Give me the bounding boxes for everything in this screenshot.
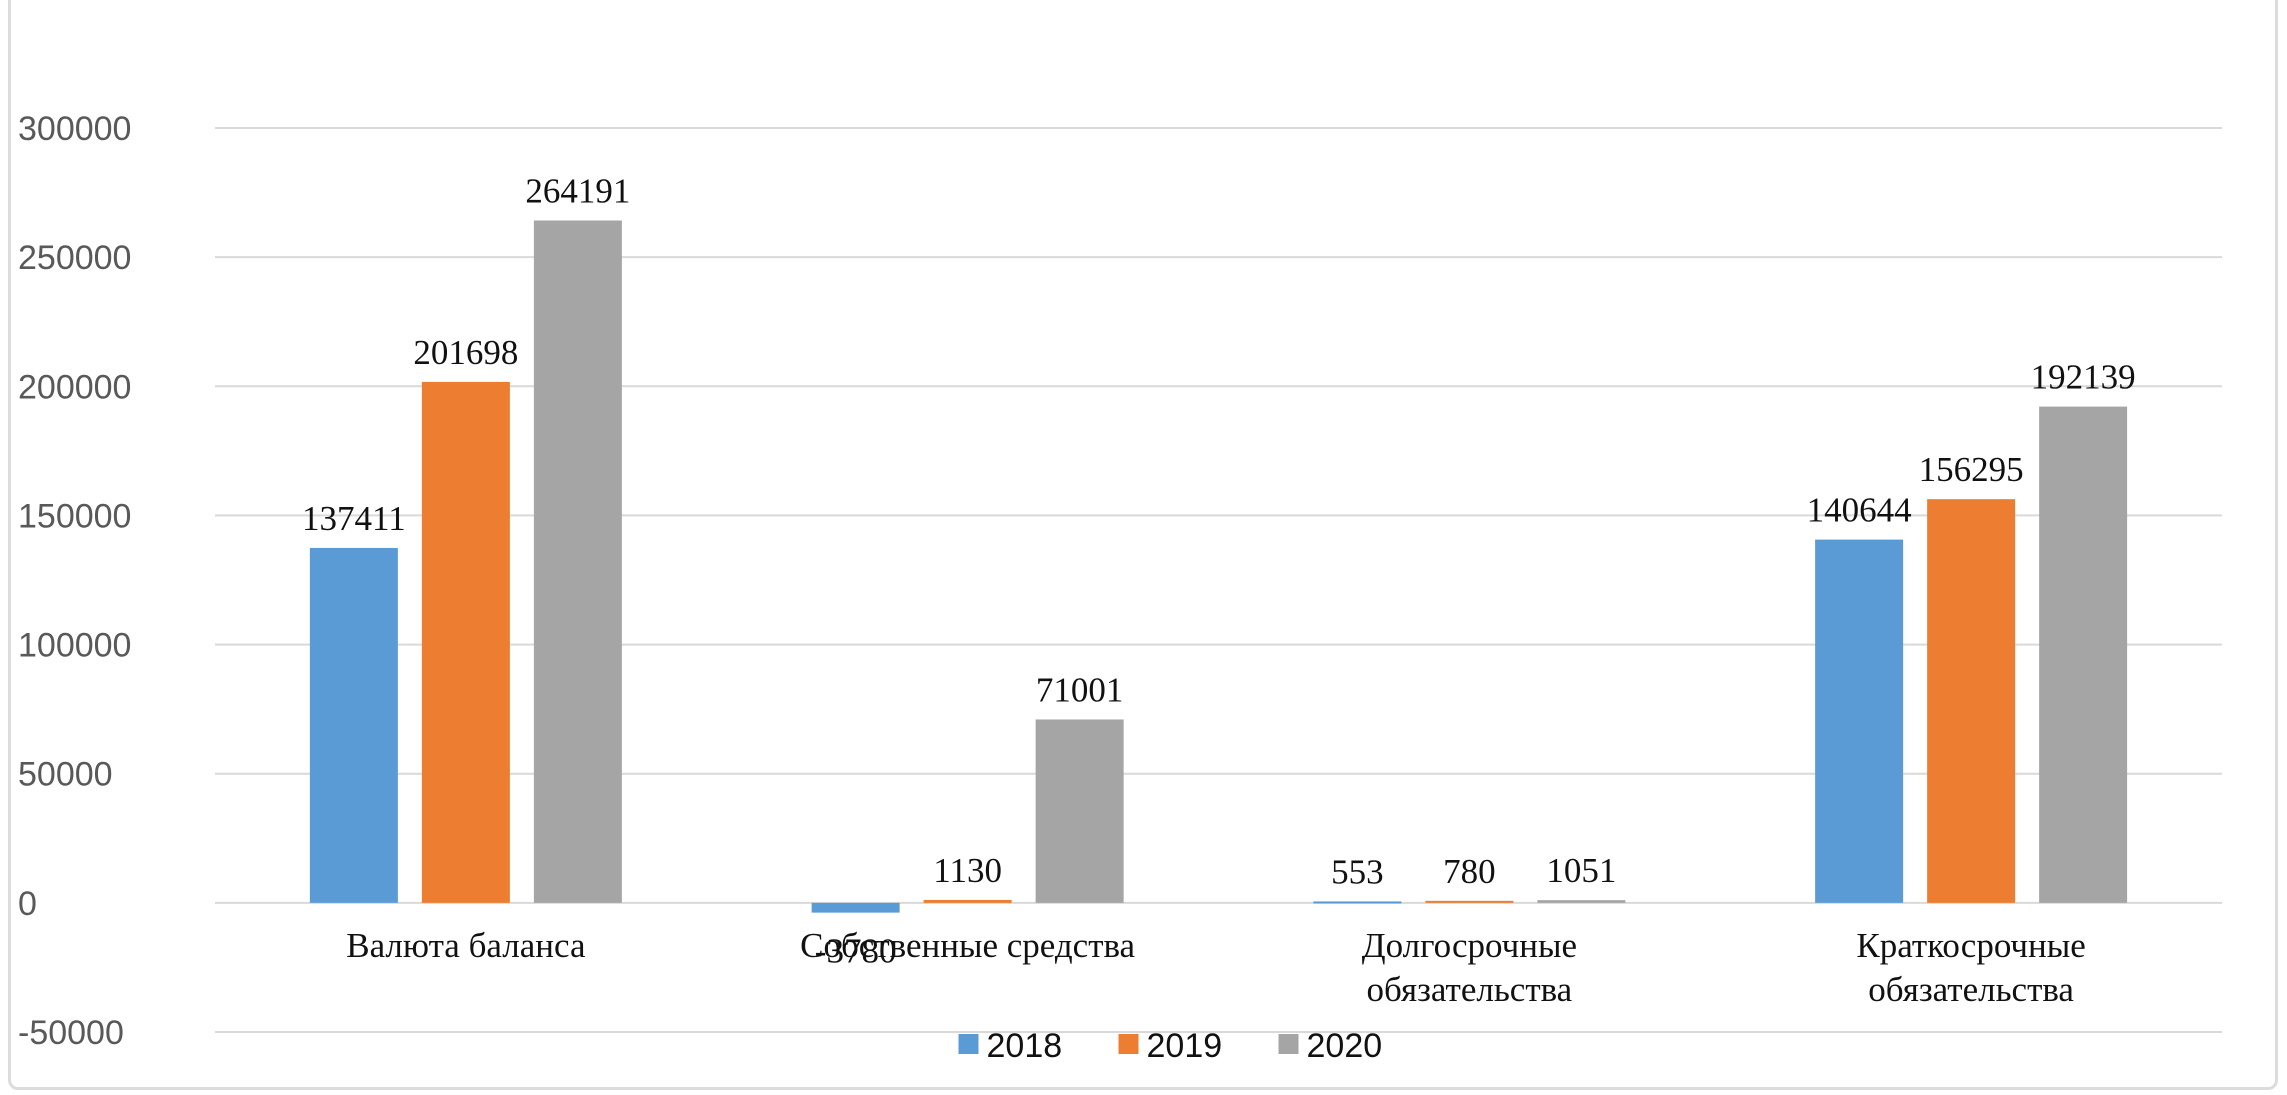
y-tick-label: 100000 [18, 627, 131, 665]
bar-2019 [421, 381, 510, 903]
category-label-line: Собственные средства [800, 926, 1135, 965]
y-tick-label: 200000 [18, 368, 131, 406]
bar-2020 [1035, 719, 1124, 903]
data-label: 137411 [302, 499, 406, 538]
bar-2019 [1425, 900, 1514, 903]
category-label: Долгосрочные обязательства [1362, 926, 1577, 1009]
bar-2020 [533, 220, 622, 903]
category-label: Валюта баланса [346, 926, 586, 965]
legend: 2018 2019 2020 [958, 1027, 1383, 1065]
category-labels: Валюта баланса Собственные средства Долгос… [346, 926, 2086, 1009]
category-label-line: Долгосрочные [1362, 926, 1577, 965]
legend-swatch-2020 [1278, 1034, 1299, 1054]
legend-swatch-2019 [1118, 1034, 1139, 1054]
bar-2018 [1313, 901, 1402, 904]
bar-2019 [1927, 499, 2016, 903]
bar-2020 [1537, 900, 1626, 903]
category-label: Краткосрочные обязательства [1856, 926, 2085, 1009]
y-tick-label: 50000 [18, 756, 113, 794]
category-label-line: обязательства [1868, 970, 2074, 1009]
y-tick-label: -50000 [18, 1014, 124, 1052]
bar-2019 [923, 899, 1012, 903]
y-axis-tick-labels: -50000 0 50000 100000 150000 200000 250000 3000… [18, 110, 131, 1052]
y-tick-label: 250000 [18, 239, 131, 277]
data-label: 140644 [1807, 491, 1912, 530]
bars [309, 220, 2128, 913]
data-label: 264191 [525, 171, 630, 210]
y-tick-label: 0 [18, 885, 37, 923]
category-label-line: Валюта баланса [346, 926, 586, 965]
data-label: 156295 [1919, 450, 2024, 489]
legend-label: 2018 [987, 1027, 1063, 1065]
data-label: 1051 [1546, 851, 1616, 890]
data-label: 1130 [933, 851, 1002, 890]
bar-2018 [811, 902, 900, 913]
data-label: 71001 [1036, 670, 1124, 709]
data-label: 780 [1443, 852, 1496, 891]
category-label-line: обязательства [1367, 970, 1573, 1009]
category-label-line: Краткосрочные [1856, 926, 2085, 965]
gridlines [215, 127, 2222, 1033]
data-label: 192139 [2031, 358, 2136, 397]
bar-2018 [1815, 539, 1904, 903]
bar-2020 [2039, 406, 2128, 903]
category-label: Собственные средства [800, 926, 1135, 965]
data-labels: 137411 201698 264191 -3780 1130 71001 553 780 10… [302, 171, 2136, 970]
legend-label: 2020 [1307, 1027, 1383, 1065]
data-label: 553 [1331, 852, 1384, 891]
y-tick-label: 150000 [18, 497, 131, 535]
data-label: -3780 [815, 932, 897, 971]
legend-label: 2019 [1147, 1027, 1223, 1065]
bar-2018 [309, 547, 398, 903]
data-label: 201698 [413, 333, 518, 372]
legend-swatch-2018 [958, 1034, 979, 1054]
y-tick-label: 300000 [18, 110, 131, 148]
